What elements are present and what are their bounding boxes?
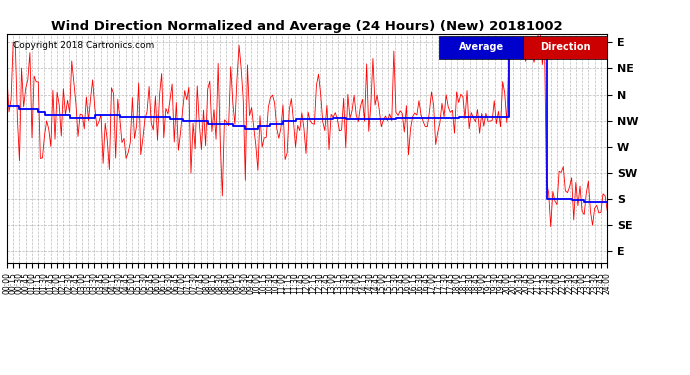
- FancyBboxPatch shape: [523, 36, 607, 59]
- Text: Copyright 2018 Cartronics.com: Copyright 2018 Cartronics.com: [13, 40, 154, 50]
- FancyBboxPatch shape: [439, 36, 523, 59]
- Text: Average: Average: [459, 42, 504, 52]
- Text: Direction: Direction: [540, 42, 591, 52]
- Title: Wind Direction Normalized and Average (24 Hours) (New) 20181002: Wind Direction Normalized and Average (2…: [51, 20, 563, 33]
